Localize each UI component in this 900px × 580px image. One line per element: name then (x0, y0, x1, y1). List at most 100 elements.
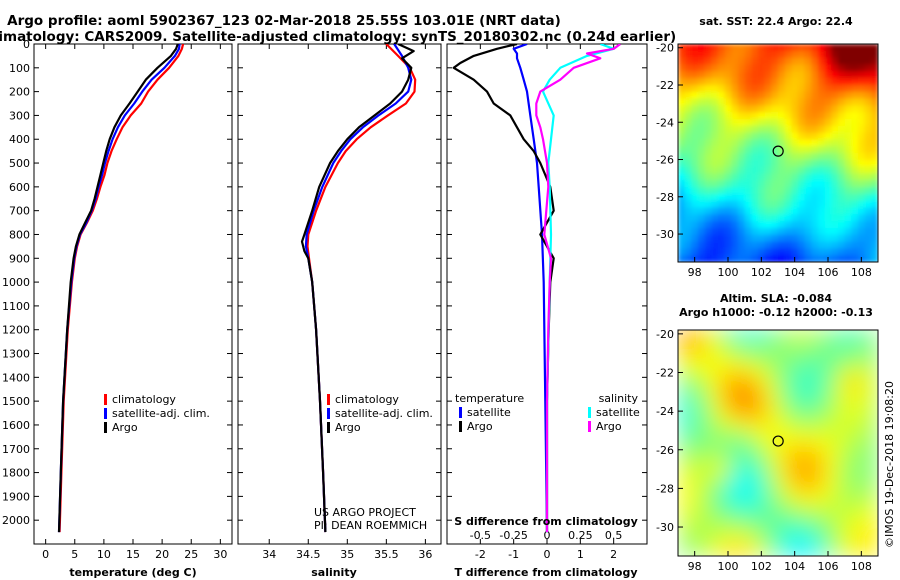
map-cell (864, 330, 872, 338)
map-cell (698, 344, 706, 352)
map-cell (864, 146, 872, 154)
map-cell (691, 435, 699, 444)
map-cell (704, 351, 712, 359)
map-cell (844, 372, 852, 381)
map-cell (731, 478, 739, 486)
map-cell (804, 379, 812, 388)
map-cell (851, 132, 859, 140)
map-cell (831, 520, 839, 529)
map-cell (804, 78, 812, 86)
map-cell (811, 84, 819, 93)
map-cell (738, 57, 746, 66)
map-cell (758, 193, 766, 202)
map-cell (678, 146, 686, 154)
map-cell (718, 255, 726, 262)
map-cell (824, 118, 832, 127)
map-cell (798, 400, 806, 409)
map-cell (838, 187, 846, 195)
map-cell (698, 407, 706, 416)
series-group (452, 44, 621, 533)
map-cell (724, 173, 732, 181)
map-cell (691, 207, 699, 215)
map-cell (811, 125, 819, 134)
map-cell (791, 450, 799, 458)
map-cell (818, 541, 826, 550)
map-cell (798, 187, 806, 195)
map-cell (831, 112, 839, 120)
map-cell (724, 499, 732, 508)
map-cell (744, 393, 752, 402)
map-cell (791, 372, 799, 381)
map-cell (858, 541, 866, 550)
map-cell (678, 193, 686, 202)
sla-map (678, 330, 878, 556)
map-cell (791, 485, 799, 494)
map-cell (758, 492, 766, 501)
map-cell (871, 193, 878, 202)
map-cell (698, 464, 706, 472)
map-cell (678, 200, 686, 209)
map-cell (758, 407, 766, 416)
map-cell (798, 118, 806, 127)
map-cell (718, 105, 726, 113)
map-cell (778, 520, 786, 529)
map-cell (691, 71, 699, 79)
map-cell (804, 153, 812, 161)
map-cell (811, 428, 819, 437)
map-cell (744, 485, 752, 494)
map-cell (824, 153, 832, 161)
map-cell (678, 471, 686, 479)
map-cell (858, 187, 866, 195)
map-cell (858, 44, 866, 52)
map-cell (751, 358, 759, 366)
map-cell (831, 541, 839, 550)
map-cell (838, 513, 846, 522)
map-cell (684, 78, 692, 86)
map-cell (698, 478, 706, 486)
map-cell (758, 50, 766, 59)
depth-tick-label: 400 (9, 133, 30, 146)
map-cell (824, 241, 832, 249)
map-cell (711, 118, 719, 127)
map-cell (824, 91, 832, 100)
map-cell (858, 78, 866, 86)
map-x-tick-label: 100 (718, 560, 739, 573)
map-cell (798, 372, 806, 381)
difference-x2label: S difference from climatology (454, 515, 638, 528)
series-line-temperature-satellite (512, 44, 549, 533)
map-cell (818, 64, 826, 72)
map-cell (698, 153, 706, 161)
map-cell (851, 71, 859, 79)
map-cell (871, 139, 878, 147)
map-cell (684, 118, 692, 127)
map-cell (818, 180, 826, 188)
map-cell (818, 50, 826, 59)
map-cell (731, 372, 739, 381)
map-cell (678, 50, 686, 59)
map-cell (804, 443, 812, 451)
map-cell (838, 435, 846, 444)
map-cell (731, 234, 739, 243)
map-cell (838, 379, 846, 388)
map-cell (724, 457, 732, 465)
map-cell (871, 44, 878, 52)
series-line-argo (300, 44, 415, 533)
map-cell (844, 193, 852, 202)
map-cell (831, 457, 839, 465)
map-cell (771, 125, 779, 134)
map-cell (704, 180, 712, 188)
map-cell (711, 57, 719, 66)
map-cell (744, 200, 752, 209)
map-cell (678, 372, 686, 381)
map-cell (711, 337, 719, 345)
map-cell (824, 541, 832, 550)
map-cell (704, 91, 712, 100)
map-cell (691, 450, 699, 458)
map-cell (864, 414, 872, 423)
map-cell (864, 78, 872, 86)
map-cell (698, 471, 706, 479)
map-cell (691, 414, 699, 423)
map-cell (704, 57, 712, 66)
map-cell (778, 193, 786, 202)
